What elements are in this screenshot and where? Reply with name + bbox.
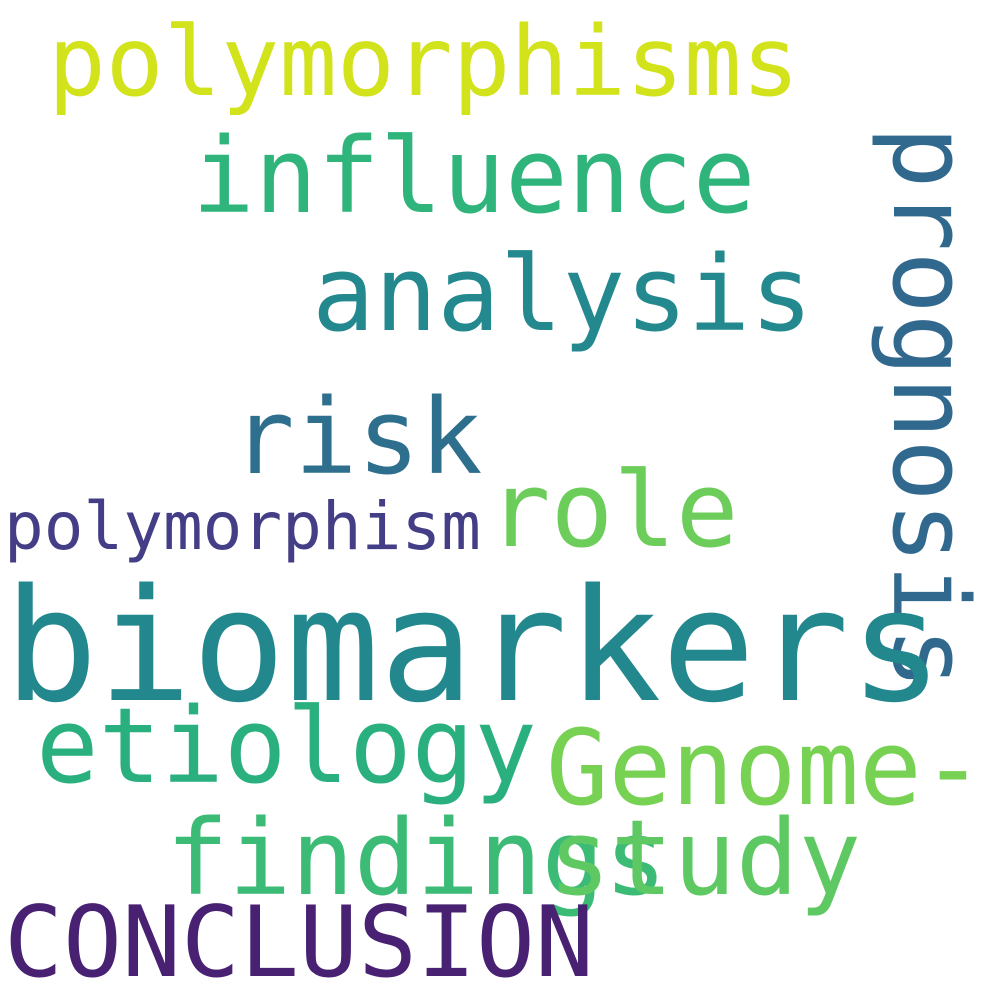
word-biomarkers: biomarkers: [4, 555, 944, 737]
word-polymorphism: polymorphism: [4, 488, 481, 565]
word-role: role: [488, 449, 739, 571]
word-analysis: analysis: [312, 233, 813, 355]
word-polymorphisms: polymorphisms: [48, 6, 800, 118]
word-etiology: etiology: [36, 685, 537, 807]
word-risk: risk: [232, 376, 483, 498]
word-findings: findings: [166, 797, 667, 919]
word-genome: Genome-: [546, 707, 985, 829]
word-influence: influence: [192, 115, 756, 237]
word-study: study: [548, 797, 862, 919]
word-conclusion: CONCLUSION: [4, 886, 595, 1000]
